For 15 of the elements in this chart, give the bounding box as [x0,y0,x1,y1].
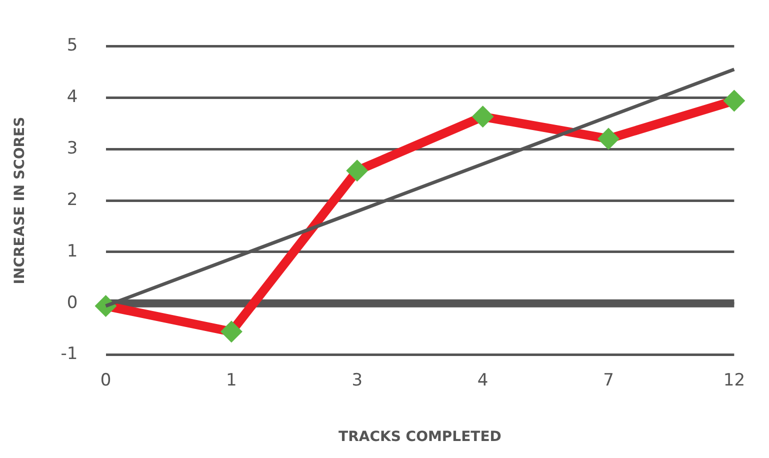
y-tick-label: 4 [66,87,78,108]
y-axis-title: INCREASE IN SCORES [12,116,28,284]
y-tick-label: 1 [66,241,78,262]
y-tick-label: 5 [66,36,78,56]
x-axis-title: TRACKS COMPLETED [338,429,502,446]
y-tick-label: -1 [60,344,78,364]
y-tick-label: 0 [66,292,78,313]
x-tick-label: 7 [603,370,614,390]
x-tick-label: 3 [352,370,363,390]
y-tick-label: 2 [66,190,78,210]
x-tick-label: 12 [723,370,746,390]
y-tick-label: 3 [66,138,78,158]
x-tick-label: 4 [477,370,488,390]
x-tick-label: 0 [100,370,112,390]
x-tick-label: 1 [226,370,237,390]
